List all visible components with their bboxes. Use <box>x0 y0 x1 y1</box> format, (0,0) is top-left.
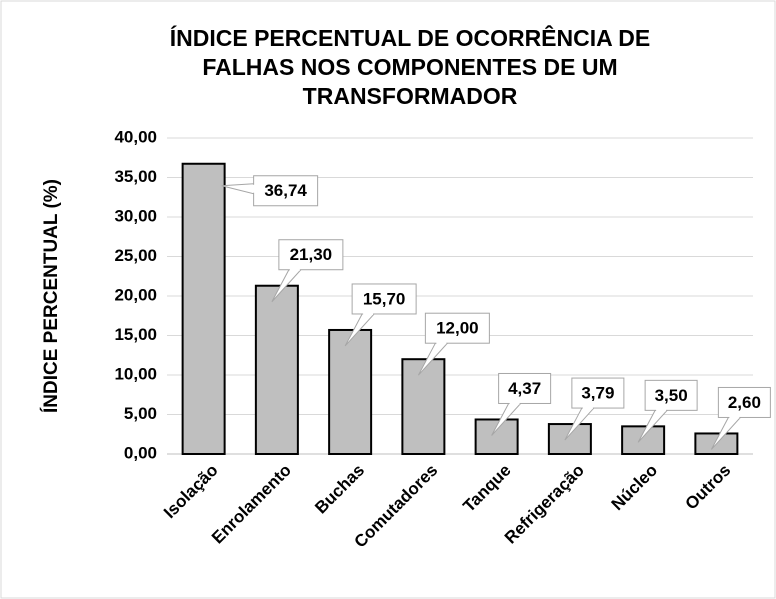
value-label: 2,60 <box>728 393 761 412</box>
bar <box>181 162 226 455</box>
value-label: 12,00 <box>436 319 479 338</box>
y-axis-label: ÍNDICE PERCENTUAL (%) <box>40 179 62 413</box>
label-gap <box>656 409 667 412</box>
y-tick-label: 15,00 <box>114 325 157 344</box>
label-gap <box>582 407 593 410</box>
bar <box>621 425 666 456</box>
bar <box>328 328 373 455</box>
value-label: 3,79 <box>581 384 614 403</box>
label-box <box>424 312 490 344</box>
bar <box>474 418 519 455</box>
label-box <box>498 372 552 404</box>
bar <box>254 284 299 456</box>
label-gap <box>363 312 374 315</box>
chart-title: TRANSFORMADOR <box>303 83 518 109</box>
y-tick-label: 10,00 <box>114 364 157 383</box>
y-tick-label: 40,00 <box>114 127 157 146</box>
value-label: 4,37 <box>508 379 541 398</box>
chart-title: FALHAS NOS COMPONENTES DE UM <box>202 54 617 80</box>
label-box <box>717 386 771 418</box>
label-box <box>278 239 344 271</box>
label-box <box>351 283 417 315</box>
value-label: 15,70 <box>363 289 406 308</box>
value-label: 3,50 <box>655 386 688 405</box>
y-tick-label: 0,00 <box>124 443 157 462</box>
y-tick-label: 20,00 <box>114 285 157 304</box>
label-gap <box>289 268 300 271</box>
bar <box>547 423 592 455</box>
value-label: 21,30 <box>290 245 333 264</box>
label-gap <box>509 402 520 405</box>
bar <box>401 358 446 456</box>
y-tick-label: 25,00 <box>114 246 157 265</box>
y-tick-label: 35,00 <box>114 167 157 186</box>
y-tick-label: 5,00 <box>124 404 157 423</box>
y-tick-label: 30,00 <box>114 206 157 225</box>
label-gap <box>436 342 447 345</box>
label-box <box>644 379 698 411</box>
label-gap <box>252 184 255 193</box>
value-label: 36,74 <box>264 181 307 200</box>
label-box <box>571 377 625 409</box>
label-gap <box>729 416 740 419</box>
chart-title: ÍNDICE PERCENTUAL DE OCORRÊNCIA DE <box>170 24 650 51</box>
